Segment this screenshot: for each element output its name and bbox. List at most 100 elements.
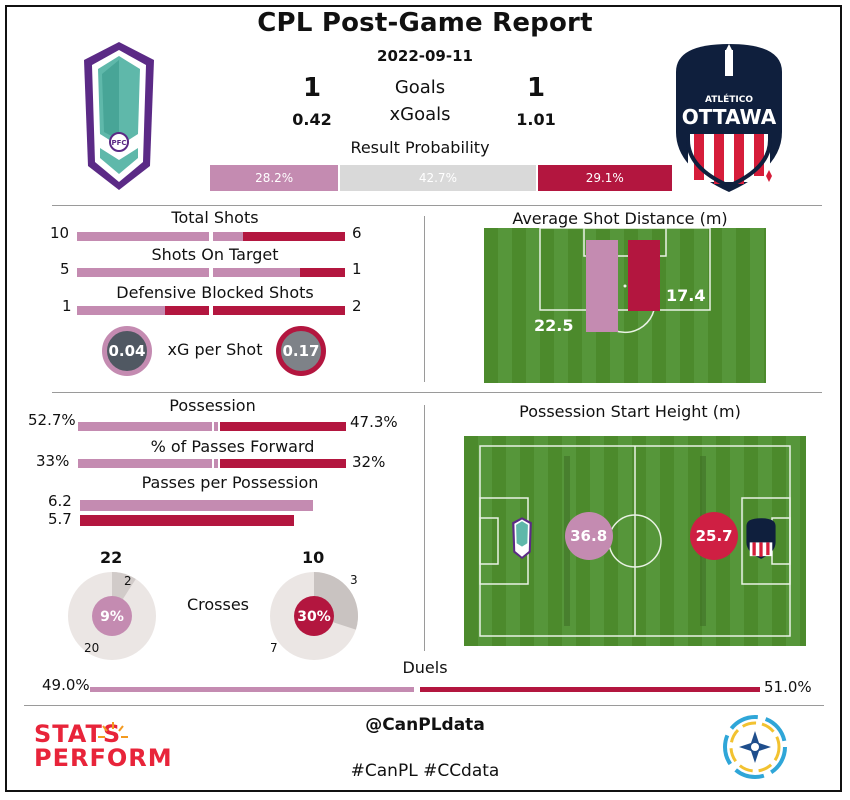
hashtags: #CanPL #CCdata [350,761,500,781]
shots-on-target-away-bar [300,268,345,277]
home-xgoals: 0.42 [292,110,332,129]
vertical-divider-1 [424,216,425,382]
possession-away-bar [220,422,346,431]
crosses-home-center [92,596,132,636]
result-probability-label: Result Probability [350,138,490,157]
passes-forward-home: 33% [36,452,70,470]
avg-shot-distance-home-value: 22.5 [534,316,574,335]
away-team-logo: ATLÉTICO OTTAWA [676,44,782,192]
crosses-away-donut: 30% [270,572,359,660]
shots-on-target-home: 5 [60,260,70,278]
possession-start-title: Possession Start Height (m) [519,402,741,421]
home-goals: 1 [302,73,322,103]
ppp-home: 6.2 [48,492,72,510]
ppp-away: 5.7 [48,510,72,528]
home-badge-text: PFC [111,139,126,147]
possession-start-home-value: 36.8 [570,527,608,545]
passes-forward-label: % of Passes Forward [150,437,315,456]
crosses-away-center [294,596,334,636]
prob-away-value: 29.1% [585,171,624,185]
report-frame [5,5,842,792]
away-mini-logo [746,518,776,559]
match-date: 2022-09-11 [377,47,473,65]
possession-start-away-marker: 25.7 [690,512,739,560]
avg-shot-distance-home-bar [586,240,618,333]
xg-per-shot-home: 0.04 [108,342,146,360]
crosses-away-fail: 7 [270,641,278,655]
prob-draw-bar: 42.7% [340,165,536,191]
shots-on-target-away: 1 [352,260,362,278]
xg-per-shot-away-circle: 0.17 [276,326,326,376]
goals-label: Goals [394,77,446,98]
sun-burst-icon [98,722,128,738]
blocked-shots-home: 1 [62,297,72,315]
duels-away-bar [420,687,760,692]
divider-3 [24,705,824,706]
avg-shot-distance-pitch: 22.5 17.4 [484,228,766,383]
crosses-home-pct: 9% [100,609,124,625]
passes-forward-away-bar [220,459,346,468]
prob-home-value: 28.2% [255,171,294,185]
duels-label: Duels [402,658,448,677]
shots-on-target-home-bar [77,268,209,277]
crosses-away-total: 10 [302,548,325,567]
total-shots-away: 6 [352,224,362,242]
home-team-logo: PFC [84,42,154,190]
stats-perform-line2: PERFORM [34,744,173,772]
xgoals-label: xGoals [389,104,451,125]
xg-per-shot-label: xG per Shot [167,340,263,359]
duels-home-bar [90,687,415,692]
avg-shot-distance-title: Average Shot Distance (m) [512,209,728,228]
blocked-shots-home-bar [77,306,165,315]
possession-home: 52.7% [28,411,76,429]
crosses-home-success: 2 [124,574,132,588]
crosses-home-fail: 20 [84,641,100,655]
passes-forward-home-bar [78,459,212,468]
page-title: CPL Post-Game Report [257,8,593,38]
possession-away: 47.3% [350,413,398,431]
away-goals: 1 [526,73,546,103]
xg-per-shot-home-circle: 0.04 [102,326,152,376]
prob-away-bar: 29.1% [537,165,672,191]
passes-forward-home-bar-extra [214,459,218,468]
possession-start-pitch: 36.8 25.7 [464,436,806,646]
possession-start-away-value: 25.7 [695,527,733,545]
passes-forward-away: 32% [352,453,386,471]
twitter-handle: @CanPLdata [365,715,485,735]
duels-away: 51.0% [764,678,812,696]
prob-home-bar: 28.2% [210,165,339,191]
crosses-home-total: 22 [100,548,123,567]
divider-2 [52,392,822,393]
crosses-away-pct: 30% [297,609,331,625]
canpl-data-logo [723,715,787,779]
total-shots-home-bar [77,232,209,241]
total-shots-home-bar-extra [213,232,243,241]
crosses-home-donut: 9% [68,572,156,660]
ppp-home-bar [80,500,313,511]
possession-home-bar-extra [214,422,218,431]
stats-perform-logo: STATS PERFORM [34,722,173,770]
xg-per-shot-away: 0.17 [282,342,320,360]
ppp-away-bar [80,515,294,526]
crosses-away-success: 3 [350,573,358,587]
away-badge-top: ATLÉTICO [705,93,753,105]
avg-shot-distance-away-bar [628,240,660,312]
blocked-shots-label: Defensive Blocked Shots [116,283,314,302]
divider-1 [52,205,822,206]
pitch-lines [539,228,711,334]
home-mini-logo [512,517,532,560]
crosses-label: Crosses [186,595,250,614]
vertical-divider-2 [424,405,425,651]
shots-on-target-label: Shots On Target [151,245,279,264]
total-shots-home: 10 [50,224,70,242]
duels-home: 49.0% [42,676,90,694]
total-shots-label: Total Shots [171,208,259,227]
away-xgoals: 1.01 [516,110,556,129]
total-shots-away-bar [243,232,345,241]
possession-home-bar [78,422,212,431]
stats-perform-line1: STATS [34,720,122,748]
blocked-shots-away-bar [165,306,209,315]
blocked-shots-away: 2 [352,297,362,315]
away-badge-main: OTTAWA [682,105,777,129]
prob-draw-value: 42.7% [418,171,457,185]
